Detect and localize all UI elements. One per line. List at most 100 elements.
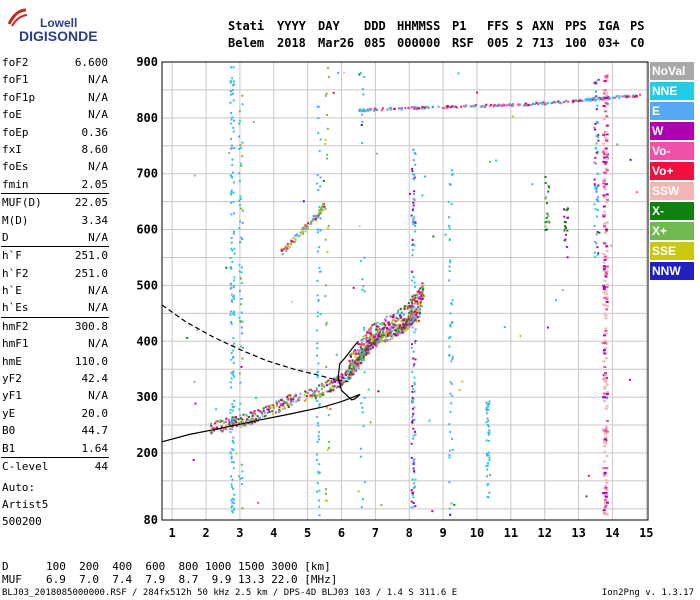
param-separator	[1, 456, 109, 458]
echo-point	[257, 501, 260, 504]
echo-point	[233, 399, 236, 402]
echo-point	[604, 228, 608, 231]
echo-point	[470, 105, 473, 108]
echo-point	[341, 380, 344, 383]
echo-point	[240, 271, 243, 274]
param-value: N/A	[88, 284, 108, 298]
echo-point	[384, 318, 387, 321]
y-tick-label: 600	[136, 223, 158, 237]
echo-point	[375, 338, 378, 341]
echo-point	[605, 124, 609, 127]
param-label: h`E	[2, 284, 22, 298]
echo-point	[290, 398, 293, 401]
echo-point	[602, 392, 606, 395]
echo-point	[400, 312, 403, 315]
echo-point	[319, 217, 322, 220]
echo-point	[605, 392, 609, 395]
echo-point	[370, 347, 373, 350]
echo-point	[350, 371, 353, 374]
echo-point	[228, 423, 231, 426]
echo-point	[413, 216, 416, 219]
echo-point	[318, 403, 321, 406]
echo-point	[229, 408, 232, 411]
echo-point	[286, 397, 289, 400]
echo-point	[485, 421, 488, 424]
echo-point	[369, 329, 372, 332]
echo-point	[362, 352, 365, 355]
echo-point	[604, 495, 608, 498]
echo-point	[232, 487, 235, 490]
echo-point	[595, 90, 598, 93]
echo-point	[239, 162, 242, 165]
echo-point	[398, 328, 401, 331]
echo-point	[602, 427, 606, 430]
echo-point	[227, 423, 230, 426]
echo-point	[613, 96, 616, 99]
echo-point	[603, 512, 607, 515]
echo-point	[597, 135, 600, 138]
echo-point	[558, 101, 561, 104]
echo-point	[405, 320, 408, 323]
echo-point	[380, 340, 383, 343]
echo-point	[595, 80, 598, 83]
echo-point	[413, 363, 416, 366]
echo-point	[603, 440, 607, 443]
echo-point	[604, 243, 608, 246]
echo-point	[368, 337, 371, 340]
echo-point	[290, 243, 293, 246]
echo-point	[258, 417, 261, 420]
param-label: yF2	[2, 372, 22, 386]
echo-point	[325, 92, 328, 95]
echo-point	[595, 188, 598, 191]
x-tick-label: 1	[169, 526, 176, 540]
param-value: N/A	[88, 73, 108, 87]
echo-point	[244, 424, 247, 427]
echo-point	[329, 389, 332, 392]
echo-point	[353, 352, 356, 355]
echo-point	[270, 404, 273, 407]
echo-point	[373, 109, 376, 112]
echo-point	[225, 428, 228, 431]
echo-point	[602, 205, 606, 208]
echo-point	[356, 363, 359, 366]
echo-point	[304, 230, 307, 233]
echo-point	[350, 352, 353, 355]
logo-arc-icon	[7, 8, 28, 27]
echo-point	[344, 377, 347, 380]
echo-point	[597, 172, 600, 175]
echo-point	[603, 352, 607, 355]
header-value: 2	[516, 36, 524, 50]
echo-point	[364, 349, 367, 352]
echo-point	[605, 265, 609, 268]
param-row: foF2 6.600	[0, 54, 110, 71]
echo-point	[495, 159, 498, 162]
echo-point	[232, 286, 235, 289]
echo-point	[249, 419, 252, 422]
echo-point	[594, 122, 597, 125]
echo-point	[317, 299, 320, 302]
echo-point	[296, 397, 299, 400]
echo-point	[604, 314, 608, 317]
echo-point	[373, 339, 376, 342]
echo-point	[502, 104, 505, 107]
echo-point	[254, 413, 257, 416]
echo-point	[225, 417, 228, 420]
echo-point	[232, 191, 235, 194]
echo-point	[315, 214, 318, 217]
echo-point	[451, 299, 454, 302]
echo-point	[416, 293, 419, 296]
echo-point	[386, 108, 389, 111]
echo-point	[409, 319, 412, 322]
echo-point	[585, 495, 588, 498]
echo-point	[397, 309, 400, 312]
echo-point	[587, 474, 590, 477]
echo-point	[231, 116, 234, 119]
echo-point	[399, 107, 402, 110]
echo-point	[369, 346, 372, 349]
echo-point	[610, 244, 613, 247]
echo-point	[567, 216, 570, 219]
echo-point	[318, 431, 321, 434]
echo-point	[500, 104, 503, 107]
